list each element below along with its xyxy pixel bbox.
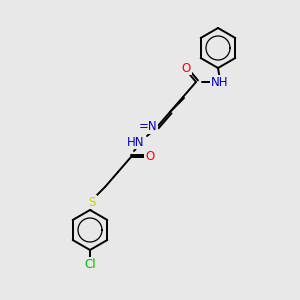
Text: S: S (88, 196, 96, 208)
Text: =N: =N (138, 121, 157, 134)
Text: NH: NH (211, 76, 229, 88)
Text: HN: HN (127, 136, 144, 148)
Text: O: O (182, 61, 190, 74)
Text: Cl: Cl (84, 257, 96, 271)
Text: O: O (146, 151, 154, 164)
